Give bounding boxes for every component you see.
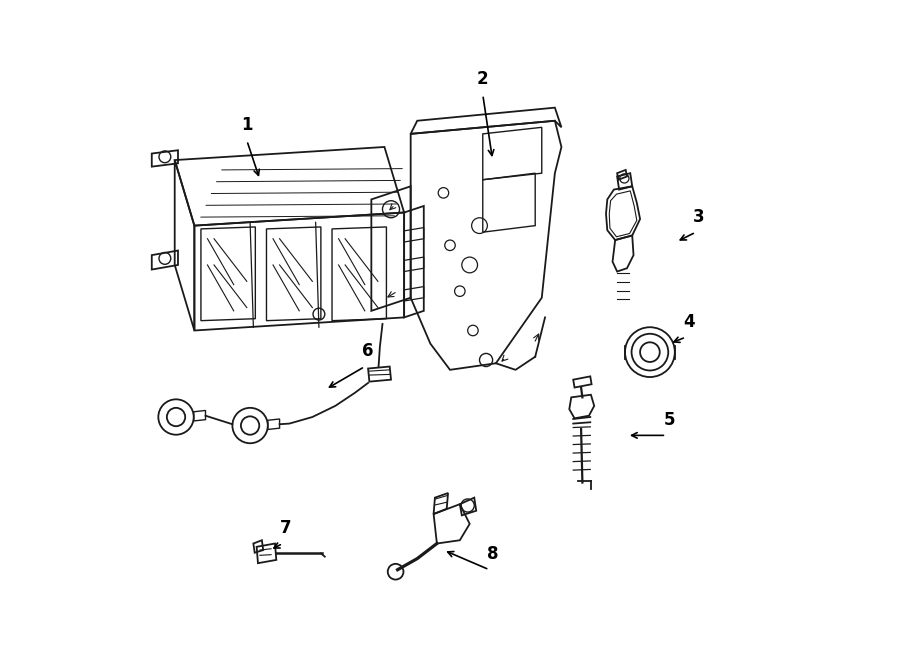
- Text: 5: 5: [664, 411, 675, 429]
- Text: 6: 6: [363, 342, 374, 360]
- Text: 7: 7: [280, 519, 292, 537]
- Text: 3: 3: [693, 208, 705, 225]
- Text: 1: 1: [241, 116, 253, 134]
- Text: 2: 2: [477, 70, 489, 88]
- Text: 4: 4: [683, 313, 695, 330]
- Text: 8: 8: [487, 545, 499, 563]
